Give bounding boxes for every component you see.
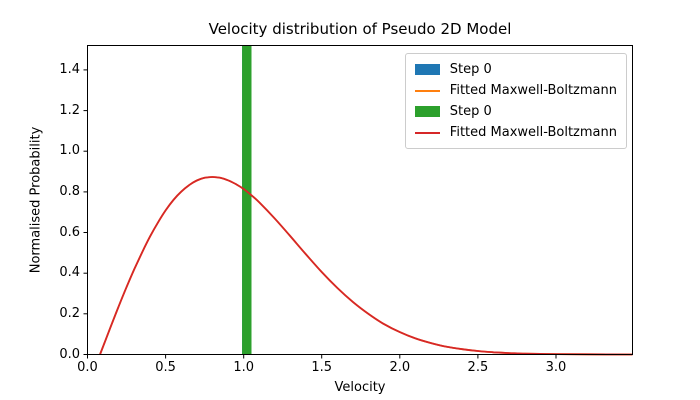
legend-entry: Step 0 (414, 59, 617, 80)
legend-patch-swatch (414, 64, 440, 75)
legend-entry: Fitted Maxwell-Boltzmann (414, 80, 617, 101)
x-tick-label: 0.0 (77, 360, 98, 375)
legend-line-swatch (414, 89, 440, 92)
fitted-curve-series-3 (99, 176, 633, 356)
y-tick-label: 0.0 (59, 346, 80, 362)
legend-entry-label: Step 0 (449, 104, 492, 119)
legend-entry-label: Fitted Maxwell-Boltzmann (449, 83, 617, 98)
legend-swatch-color (414, 89, 440, 92)
legend-patch-swatch (414, 106, 440, 117)
chart-title: Velocity distribution of Pseudo 2D Model (208, 20, 512, 38)
x-tick-label: 0.5 (155, 360, 176, 375)
legend-swatch-color (414, 106, 440, 117)
legend-entry: Step 0 (414, 101, 617, 122)
legend-swatch-color (414, 131, 440, 134)
legend: Step 0 Fitted Maxwell-Boltzmann Step 0 Fitt… (404, 53, 627, 149)
fitted-curve-series-1 (99, 176, 633, 356)
bar-series-2-step-0 (242, 45, 252, 355)
legend-swatch-color (414, 64, 440, 75)
plot-canvas (83, 45, 633, 359)
x-tick-label: 2.5 (467, 360, 489, 375)
x-tick-label: 1.5 (311, 360, 333, 375)
x-tick-label: 1.0 (233, 360, 254, 375)
legend-line-swatch (414, 131, 440, 134)
y-tick-label: 0.8 (59, 183, 80, 199)
plot-area: Step 0 Fitted Maxwell-Boltzmann Step 0 Fitt… (83, 45, 633, 359)
legend-entry: Fitted Maxwell-Boltzmann (414, 122, 617, 143)
x-tick-label: 3.0 (545, 360, 567, 375)
legend-entry-label: Fitted Maxwell-Boltzmann (449, 125, 617, 140)
y-tick-label: 0.6 (59, 224, 80, 240)
y-tick-label: 1.4 (59, 61, 80, 77)
y-tick-label: 1.0 (59, 143, 80, 159)
y-tick-label: 0.4 (59, 265, 80, 281)
axes-frame (87, 45, 633, 355)
x-tick-label: 2.0 (389, 360, 411, 375)
x-axis-label: Velocity (334, 380, 386, 395)
y-tick-label: 0.2 (59, 305, 80, 321)
legend-entry-label: Step 0 (449, 62, 492, 77)
y-tick-label: 1.2 (59, 102, 80, 118)
